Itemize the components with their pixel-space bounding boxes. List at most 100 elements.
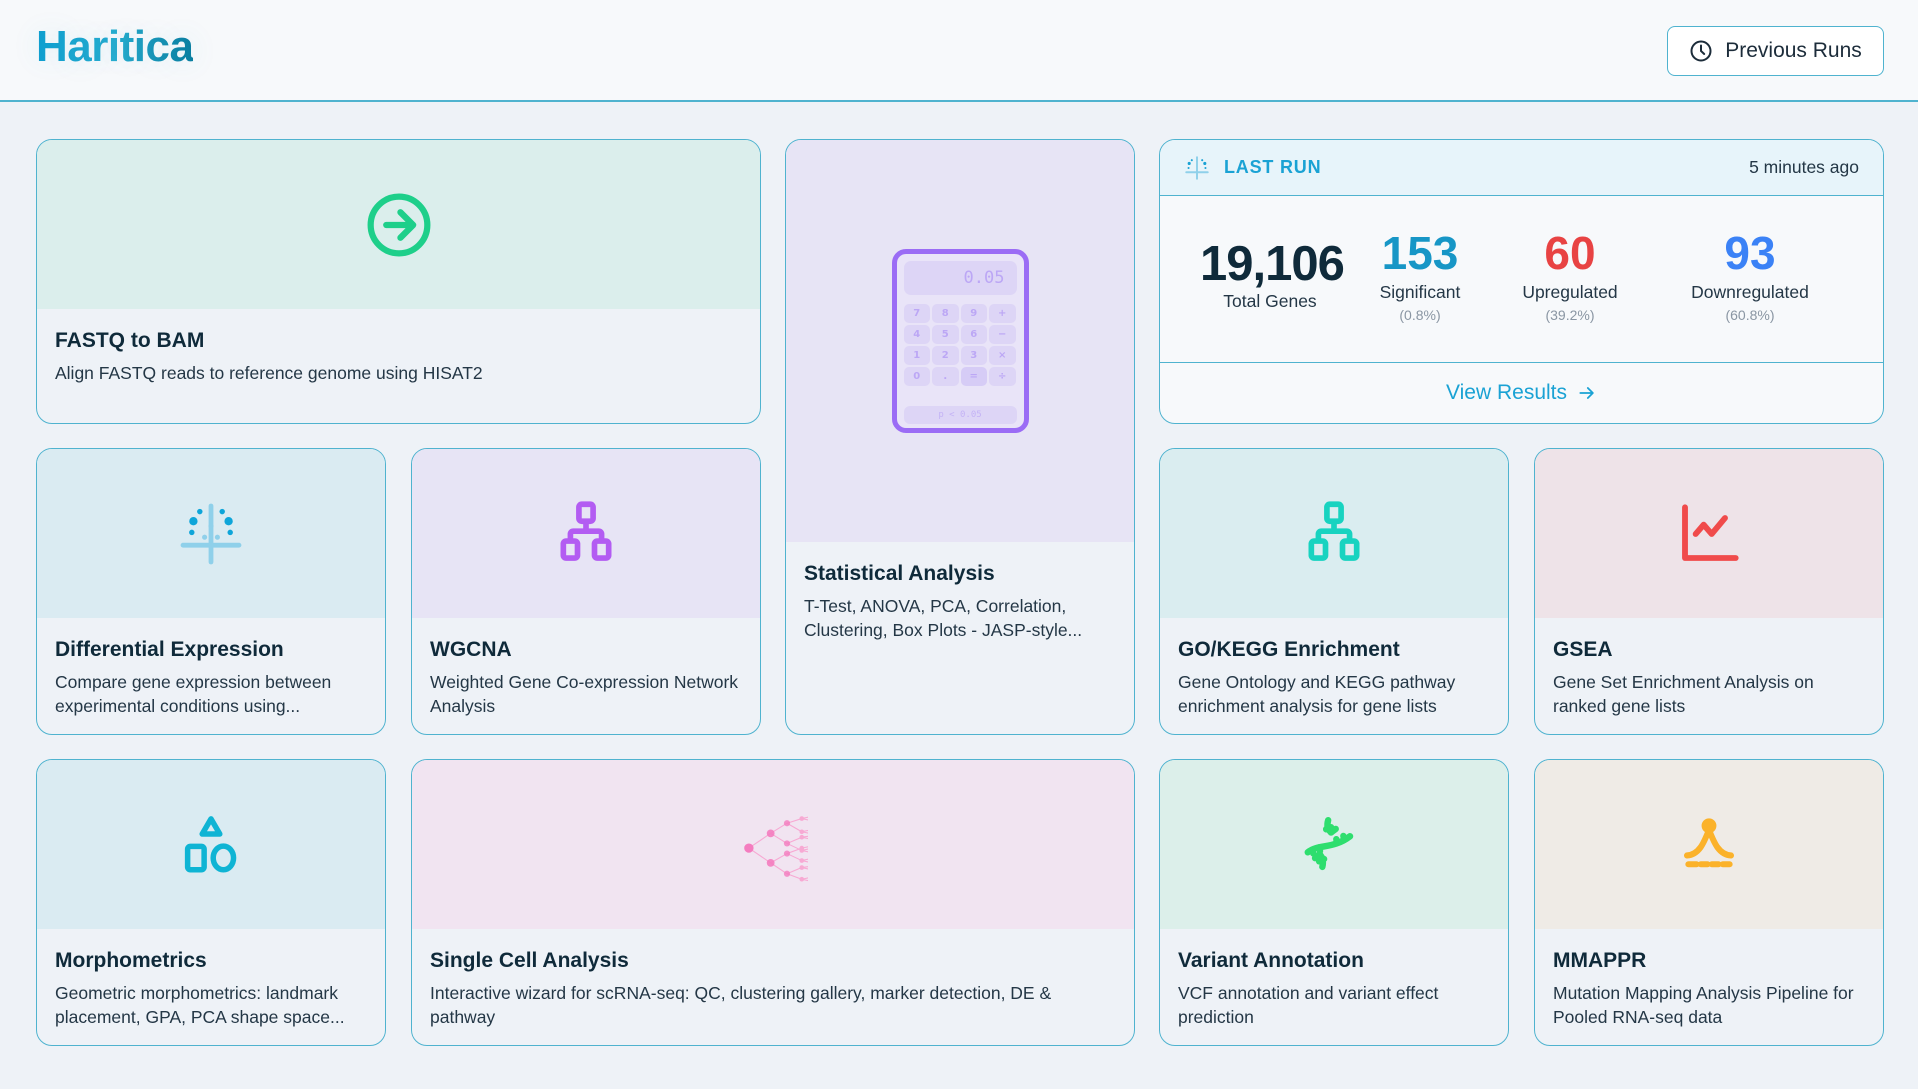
clock-icon <box>1690 40 1712 62</box>
calculator-key: ÷ <box>989 367 1016 386</box>
calculator-key: . <box>932 367 959 386</box>
card-title: Morphometrics <box>55 949 207 972</box>
card-description: T-Test, ANOVA, PCA, Correlation, Cluster… <box>804 596 1083 640</box>
calculator-key: − <box>989 325 1016 344</box>
calculator-key: 9 <box>960 304 987 323</box>
card-description: Compare gene expression between experime… <box>55 672 332 716</box>
hierarchy-icon <box>560 500 612 561</box>
tree-branch-icon <box>744 815 808 882</box>
card-title: Differential Expression <box>55 638 284 661</box>
card-text-area: GSEA Gene Set Enrichment Analysis on ran… <box>1535 618 1883 734</box>
last-run-label: LAST RUN <box>1224 157 1322 177</box>
view-results-button[interactable]: View Results <box>1160 362 1883 423</box>
card-title: Single Cell Analysis <box>430 949 629 972</box>
calculator-key: × <box>989 346 1016 365</box>
card-text-area: Variant Annotation VCF annotation and va… <box>1160 929 1508 1045</box>
arrow-right-icon <box>1579 386 1594 399</box>
dna-icon <box>1304 816 1354 870</box>
card-description: Interactive wizard for scRNA-seq: QC, cl… <box>430 983 1052 1027</box>
card-description: Weighted Gene Co-expression Network Anal… <box>430 672 739 716</box>
calculator-key: 5 <box>932 325 959 344</box>
card-text-area: Statistical Analysis T-Test, ANOVA, PCA,… <box>786 542 1134 734</box>
tool-card-variant-annotation[interactable]: Variant Annotation VCF annotation and va… <box>1159 759 1509 1046</box>
card-text-area: Morphometrics Geometric morphometrics: l… <box>37 929 385 1045</box>
tool-card-differential-expression[interactable]: Differential Expression Compare gene exp… <box>36 448 386 735</box>
card-text-area: GO/KEGG Enrichment Gene Ontology and KEG… <box>1160 618 1508 734</box>
card-icon-area <box>37 449 385 618</box>
tool-card-mmappr[interactable]: MMAPPR Mutation Mapping Analysis Pipelin… <box>1534 759 1884 1046</box>
card-text-area: Single Cell Analysis Interactive wizard … <box>412 929 1134 1045</box>
metric-downregulated: 93 Downregulated (60.8%) <box>1660 230 1840 323</box>
tool-card-gsea[interactable]: GSEA Gene Set Enrichment Analysis on ran… <box>1534 448 1884 735</box>
card-text-area: FASTQ to BAM Align FASTQ reads to refere… <box>37 309 760 423</box>
line-chart-icon <box>1682 503 1739 561</box>
card-description: Gene Set Enrichment Analysis on ranked g… <box>1553 672 1814 716</box>
metric-label: Significant <box>1379 282 1461 302</box>
shapes-icon <box>184 815 237 873</box>
metric-value: 153 <box>1381 227 1459 279</box>
previous-runs-label: Previous Runs <box>1725 39 1862 62</box>
calculator-key: 6 <box>960 325 987 344</box>
calculator-key: 7 <box>903 304 930 323</box>
calculator-key: 0 <box>903 367 930 386</box>
calculator-key: + <box>989 304 1016 323</box>
last-run-metrics: 19,106 Total Genes 153 Significant (0.8%… <box>1160 196 1883 363</box>
hierarchy-icon <box>1308 500 1360 561</box>
card-icon-area <box>1535 449 1883 618</box>
calculator-keypad: 7 8 9 +4 5 6− 1 2 3 × 0. = ÷ <box>903 304 1017 386</box>
card-title: Statistical Analysis <box>804 562 995 585</box>
card-description: Mutation Mapping Analysis Pipeline for P… <box>1553 983 1854 1027</box>
tool-card-wgcna[interactable]: WGCNA Weighted Gene Co-expression Networ… <box>411 448 761 735</box>
card-text-area: WGCNA Weighted Gene Co-expression Networ… <box>412 618 760 734</box>
card-text-area: MMAPPR Mutation Mapping Analysis Pipelin… <box>1535 929 1883 1045</box>
metric-total-genes: 19,106 Total Genes <box>1200 237 1345 312</box>
metric-value: 19,106 <box>1200 237 1345 291</box>
card-description: VCF annotation and variant effect predic… <box>1178 983 1439 1027</box>
metric-percent: (60.8%) <box>1725 307 1775 323</box>
card-title: FASTQ to BAM <box>55 329 205 352</box>
card-icon-area <box>37 140 760 309</box>
metric-label: Total Genes <box>1223 291 1317 311</box>
card-title: GSEA <box>1553 638 1613 661</box>
card-text-area: Differential Expression Compare gene exp… <box>37 618 385 734</box>
tool-card-statistical-analysis[interactable]: 0.05 7 8 9 +4 5 6− 1 2 3 × 0. = ÷ p < 0.05 Statistic… <box>785 139 1135 735</box>
metric-percent: (39.2%) <box>1545 307 1595 323</box>
metric-value: 93 <box>1724 227 1776 279</box>
card-description: Align FASTQ reads to reference genome us… <box>55 363 483 383</box>
tool-card-morphometrics[interactable]: Morphometrics Geometric morphometrics: l… <box>36 759 386 1046</box>
calculator-key: 1 <box>903 346 930 365</box>
card-description: Gene Ontology and KEGG pathway enrichmen… <box>1178 672 1456 716</box>
card-icon-area <box>37 760 385 929</box>
calculator-key: = <box>960 367 987 386</box>
card-icon-area <box>412 449 760 618</box>
tool-card-single-cell-analysis[interactable]: Single Cell Analysis Interactive wizard … <box>411 759 1135 1046</box>
card-title: MMAPPR <box>1553 949 1647 972</box>
last-run-card: LAST RUN 5 minutes ago 19,106 Total Gene… <box>1159 139 1884 424</box>
volcano-plot-icon <box>180 503 242 564</box>
last-run-header: LAST RUN 5 minutes ago <box>1160 140 1883 196</box>
card-icon-area: 0.05 7 8 9 +4 5 6− 1 2 3 × 0. = ÷ p < 0.05 <box>786 140 1134 542</box>
card-title: WGCNA <box>430 638 512 661</box>
metric-value: 60 <box>1544 227 1596 279</box>
calculator-key: 2 <box>932 346 959 365</box>
volcano-plot-icon <box>1185 155 1209 180</box>
view-results-label: View Results <box>1446 380 1567 404</box>
tool-card-go-kegg-enrichment[interactable]: GO/KEGG Enrichment Gene Ontology and KEG… <box>1159 448 1509 735</box>
card-description: Geometric morphometrics: landmark placem… <box>55 983 345 1027</box>
tool-card-fastq-to-bam[interactable]: FASTQ to BAM Align FASTQ reads to refere… <box>36 139 761 424</box>
app-logo[interactable]: Haritica <box>36 22 194 71</box>
card-title: GO/KEGG Enrichment <box>1178 638 1400 661</box>
metric-percent: (0.8%) <box>1399 307 1441 323</box>
card-icon-area <box>412 760 1134 929</box>
arrow-circle-right-icon <box>367 193 430 256</box>
calculator-icon: 0.05 7 8 9 +4 5 6− 1 2 3 × 0. = ÷ p < 0.05 <box>891 249 1029 433</box>
card-icon-area <box>1160 760 1508 929</box>
previous-runs-button[interactable]: Previous Runs <box>1667 26 1884 76</box>
card-icon-area <box>1535 760 1883 929</box>
card-icon-area <box>1160 449 1508 618</box>
calculator-display: 0.05 <box>903 261 1017 295</box>
calculator-key: 3 <box>960 346 987 365</box>
calculator-key: 8 <box>932 304 959 323</box>
card-title: Variant Annotation <box>1178 949 1364 972</box>
metric-upregulated: 60 Upregulated (39.2%) <box>1490 230 1650 323</box>
